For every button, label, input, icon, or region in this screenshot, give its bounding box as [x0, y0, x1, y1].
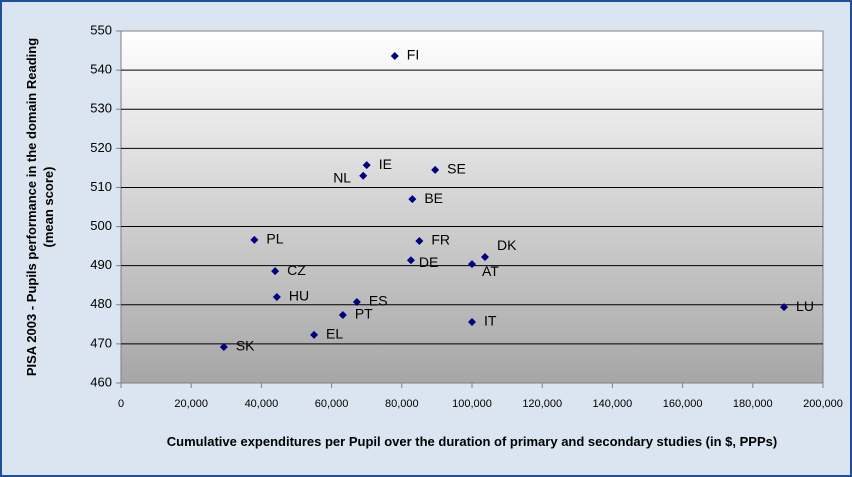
- point: [480, 253, 489, 262]
- point: [359, 171, 368, 180]
- x-tick-label: 120,000: [522, 398, 562, 410]
- point: [780, 303, 789, 312]
- y-tick-label: 530: [90, 101, 112, 116]
- point-label: FI: [407, 47, 419, 63]
- y-axis-title: PISA 2003 - Pupils performance in the do…: [24, 37, 56, 377]
- x-tick-label: 180,000: [733, 398, 773, 410]
- point: [272, 292, 281, 301]
- point-label: FR: [431, 232, 450, 248]
- point-label: IE: [379, 156, 392, 172]
- point: [431, 165, 440, 174]
- point-label: IT: [484, 313, 497, 329]
- point-label: LU: [796, 298, 814, 314]
- y-tick-label: 490: [90, 257, 112, 272]
- point-label: PT: [355, 306, 373, 322]
- point: [406, 256, 415, 265]
- point-label: NL: [333, 169, 351, 185]
- x-tick-label: 40,000: [245, 398, 279, 410]
- x-tick-label: 100,000: [452, 398, 492, 410]
- x-axis-title: Cumulative expenditures per Pupil over t…: [166, 434, 778, 449]
- point-label: EL: [326, 326, 343, 342]
- y-tick-label: 480: [90, 296, 112, 311]
- point: [250, 235, 259, 244]
- point: [271, 267, 280, 276]
- point: [310, 330, 319, 339]
- point-label: ES: [369, 293, 388, 309]
- point: [390, 52, 399, 61]
- x-tick-label: 60,000: [315, 398, 349, 410]
- point: [408, 195, 417, 204]
- point-label: SK: [236, 338, 255, 354]
- point-label: PL: [266, 231, 283, 247]
- x-tick-label: 200,000: [803, 398, 843, 410]
- x-tick-label: 0: [118, 398, 124, 410]
- point: [352, 298, 361, 307]
- y-tick-label: 470: [90, 335, 112, 350]
- point-label: BE: [424, 190, 443, 206]
- y-tick-label: 550: [90, 22, 112, 37]
- point-label: SE: [447, 161, 466, 177]
- y-tick-label: 500: [90, 218, 112, 233]
- point-label: DK: [497, 237, 517, 253]
- point-label: HU: [289, 288, 309, 304]
- x-tick-label: 80,000: [385, 398, 419, 410]
- x-tick-label: 160,000: [663, 398, 703, 410]
- point-label: CZ: [287, 262, 306, 278]
- point: [468, 260, 476, 269]
- point: [468, 317, 476, 326]
- point-label: DE: [419, 254, 438, 270]
- y-tick-label: 520: [90, 140, 112, 155]
- y-tick-label: 510: [90, 179, 112, 194]
- x-tick-label: 140,000: [593, 398, 633, 410]
- point: [362, 161, 371, 170]
- x-tick-label: 20,000: [174, 398, 208, 410]
- point: [338, 310, 347, 319]
- y-tick-label: 540: [90, 62, 112, 77]
- plot-area: [120, 30, 824, 384]
- y-tick-label: 460: [90, 374, 112, 389]
- point: [219, 343, 228, 352]
- point: [415, 237, 424, 246]
- point-label: AT: [482, 263, 499, 279]
